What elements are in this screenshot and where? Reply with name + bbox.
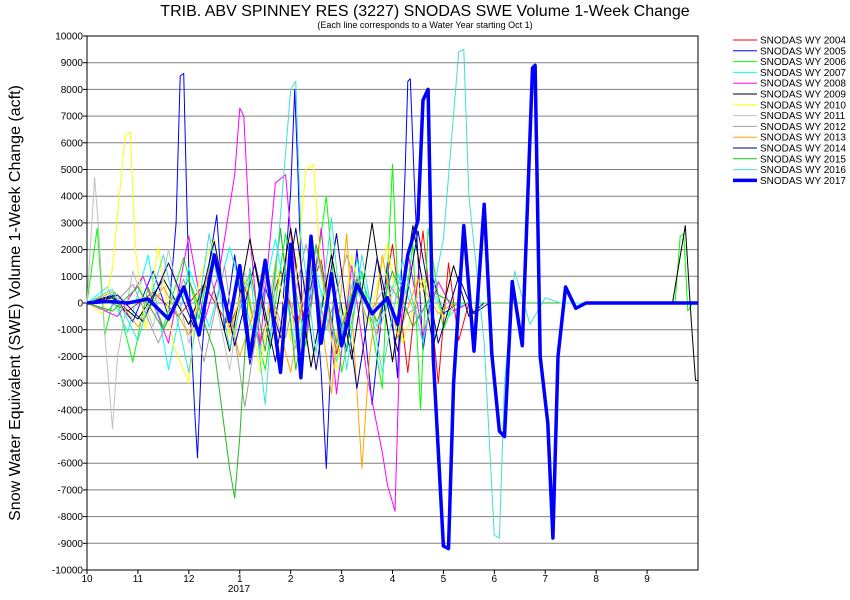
legend-label: SNODAS WY 2015 <box>760 154 846 165</box>
x-axis: 10 11 12 1 2 3 4 5 6 7 8 9 <box>81 570 650 585</box>
legend-label: SNODAS WY 2013 <box>760 133 846 144</box>
y-tick-label: -4000 <box>57 405 83 416</box>
y-tick-label: -5000 <box>57 432 83 443</box>
y-tick-label: 0 <box>77 299 83 310</box>
legend-label: SNODAS WY 2011 <box>760 111 846 122</box>
y-tick-label: 4000 <box>61 192 84 203</box>
x-tick-label: 3 <box>339 574 345 585</box>
y-tick-label: -10000 <box>52 566 84 577</box>
y-tick-label: 8000 <box>61 85 84 96</box>
y-tick-label: 6000 <box>61 138 84 149</box>
series-line-8 <box>86 243 698 408</box>
series-line-7 <box>86 177 698 429</box>
y-tick-label: -2000 <box>57 352 83 363</box>
series-lines <box>86 48 698 551</box>
series-line-11 <box>86 227 698 499</box>
x-tick-label: 8 <box>593 574 599 585</box>
x-tick-label: 9 <box>644 574 650 585</box>
y-tick-label: -7000 <box>57 485 83 496</box>
y-tick-label: 9000 <box>61 58 84 69</box>
series-line-4 <box>86 107 698 512</box>
series-line-13 <box>86 63 698 551</box>
x-tick-label: 1 <box>237 574 243 585</box>
x-tick-label: 4 <box>390 574 396 585</box>
chart-title: TRIB. ABV SPINNEY RES (3227) SNODAS SWE … <box>160 3 690 20</box>
legend-label: SNODAS WY 2007 <box>760 68 846 79</box>
legend-label: SNODAS WY 2010 <box>760 100 846 111</box>
y-tick-label: 5000 <box>61 165 84 176</box>
y-tick-label: 7000 <box>61 112 84 123</box>
legend-label: SNODAS WY 2005 <box>760 46 846 57</box>
x-tick-label: 7 <box>542 574 548 585</box>
legend-label: SNODAS WY 2016 <box>760 165 846 176</box>
y-tick-label: 3000 <box>61 218 84 229</box>
series-line-9 <box>86 233 698 469</box>
legend-label: SNODAS WY 2009 <box>760 90 846 101</box>
chart-subtitle: (Each line corresponds to a Water Year s… <box>317 20 532 30</box>
x-tick-label: 2 <box>288 574 294 585</box>
x-tick-label: 5 <box>441 574 447 585</box>
series-line-6 <box>86 131 698 384</box>
series-line-10 <box>86 227 698 389</box>
legend-label: SNODAS WY 2006 <box>760 57 846 68</box>
legend-label: SNODAS WY 2017 <box>760 176 846 187</box>
x-axis-year-label: 2017 <box>228 584 251 595</box>
y-axis: 1000090008000700060005000400030002000100… <box>52 32 87 577</box>
y-axis-label: Snow Water Equivalent (SWE) Volume 1-Wee… <box>7 85 24 521</box>
y-tick-label: 2000 <box>61 245 84 256</box>
y-tick-label: 1000 <box>61 272 84 283</box>
x-tick-label: 10 <box>81 574 93 585</box>
x-tick-label: 11 <box>133 574 144 585</box>
legend-label: SNODAS WY 2008 <box>760 79 846 90</box>
legend-label: SNODAS WY 2012 <box>760 122 846 133</box>
x-tick-label: 6 <box>492 574 498 585</box>
y-tick-label: -9000 <box>57 539 83 550</box>
y-tick-label: -8000 <box>57 512 83 523</box>
legend-label: SNODAS WY 2014 <box>760 144 846 155</box>
legend-label: SNODAS WY 2004 <box>760 36 846 47</box>
x-tick-label: 12 <box>183 574 195 585</box>
series-line-1 <box>86 72 698 469</box>
y-tick-label: -3000 <box>57 379 83 390</box>
y-tick-label: -1000 <box>57 325 83 336</box>
y-tick-label: 10000 <box>55 32 83 43</box>
y-tick-label: -6000 <box>57 459 83 470</box>
